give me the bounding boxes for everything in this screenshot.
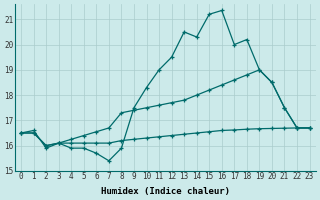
X-axis label: Humidex (Indice chaleur): Humidex (Indice chaleur) — [101, 187, 230, 196]
